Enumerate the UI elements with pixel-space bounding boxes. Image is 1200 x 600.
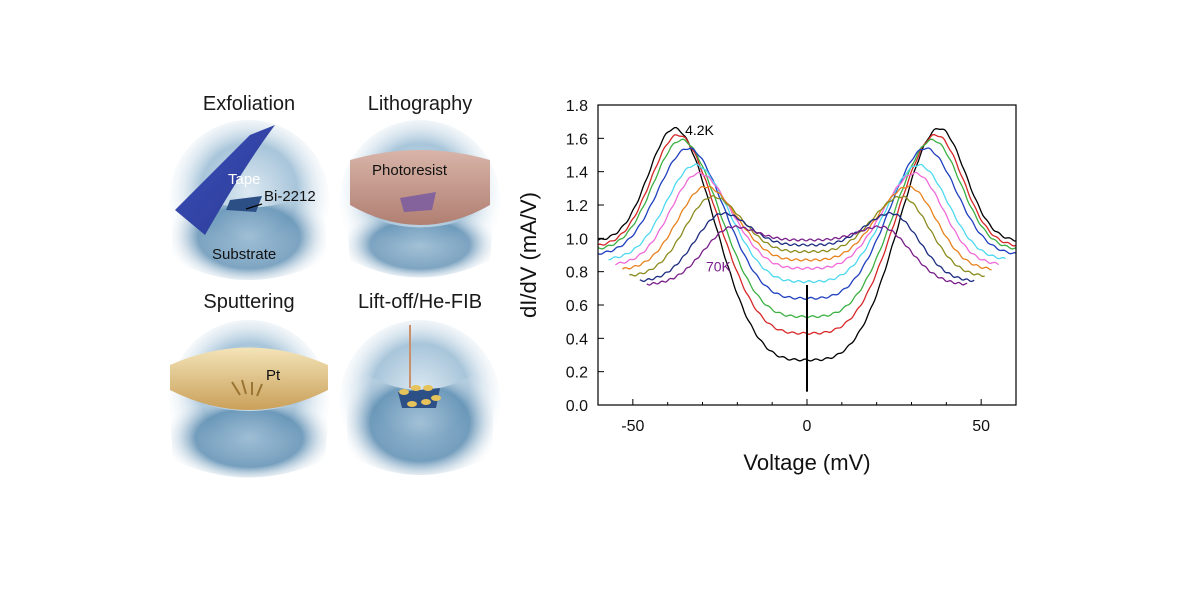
y-tick-label: 1.2: [566, 198, 588, 215]
substrate-surface-4: [345, 360, 495, 475]
label-bi2212: Bi-2212: [264, 188, 316, 205]
x-axis-ticks: -50 0 50: [597, 399, 1017, 435]
y-tick-label: 0.4: [566, 331, 588, 348]
sputter-rays: [231, 379, 263, 397]
label-photoresist: Photoresist: [372, 162, 448, 179]
substrate-surface-2: [345, 205, 495, 278]
panel-title-liftoff: Lift-off/He-FIB: [358, 291, 482, 313]
panel-title-lithography: Lithography: [368, 93, 473, 115]
label-pt: Pt: [266, 367, 281, 384]
y-tick-label: 0.6: [566, 298, 588, 315]
y-tick-label: 1.4: [566, 165, 588, 182]
y-tick-label: 0.8: [566, 265, 588, 282]
series-line-8: [639, 211, 975, 283]
y-tick-label: 1.8: [566, 98, 588, 115]
y-axis-ticks: 0.0 0.2 0.4 0.6 0.8 1.0 1.2 1.4 1.6 1.8: [566, 98, 604, 415]
y-tick-label: 1.0: [566, 231, 588, 248]
y-tick-label: 0.2: [566, 365, 588, 382]
series-line-4: [608, 163, 1006, 284]
panel-exfoliation: Exfoliation Tape Bi-2212 Substrate: [169, 93, 329, 280]
panel-title-sputtering: Sputtering: [203, 291, 294, 313]
series-line-9: [646, 225, 968, 286]
annotations: 4.2K 70K: [685, 122, 731, 275]
x-axis-title: Voltage (mV): [743, 450, 870, 475]
panel-liftoff: Lift-off/He-FIB: [340, 291, 500, 480]
patterned-flake: [400, 192, 436, 212]
y-tick-label: 1.6: [566, 131, 588, 148]
pt-layer: [170, 347, 328, 410]
bi2212-flake: [226, 196, 262, 212]
fabrication-illustrations: Exfoliation Tape Bi-2212 Substrate Litho…: [168, 93, 500, 480]
annotation-label: 70K: [706, 259, 732, 275]
y-tick-label: 0.0: [566, 398, 588, 415]
panel-sputtering: Sputtering Pt: [168, 291, 330, 480]
label-substrate: Substrate: [212, 246, 276, 263]
series-line-5: [615, 171, 999, 270]
y-axis-title: dI/dV (mA/V): [516, 192, 541, 318]
series-line-7: [629, 195, 985, 278]
annotation-label: 4.2K: [685, 122, 714, 138]
pt-contacts: [399, 385, 441, 407]
x-tick-label: -50: [621, 418, 644, 435]
x-tick-label: 50: [972, 418, 990, 435]
photoresist-layer: [350, 150, 490, 225]
panel-lithography: Lithography Photoresist: [340, 93, 500, 280]
flake-arrow: [245, 203, 263, 210]
substrate-surface-3: [168, 390, 330, 478]
series-line-6: [621, 185, 992, 271]
x-tick-label: 0: [803, 418, 812, 435]
tape-strip: [175, 125, 275, 235]
panel-title-exfoliation: Exfoliation: [203, 93, 295, 115]
label-tape: Tape: [228, 171, 261, 188]
